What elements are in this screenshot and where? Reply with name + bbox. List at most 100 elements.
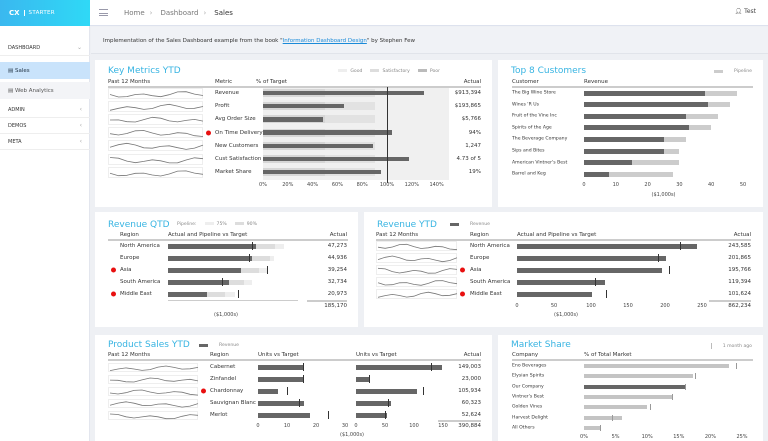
sparkline-path xyxy=(109,90,204,97)
sidebar-item-web-analytics[interactable]: ▤ Web Analytics xyxy=(0,82,90,99)
axis-tick-label: 100 xyxy=(586,303,596,309)
metric-actual: 19% xyxy=(468,169,481,176)
target-marker xyxy=(251,242,253,250)
sidebar-item-sales[interactable]: ▤ Sales xyxy=(0,62,90,79)
target-marker xyxy=(735,363,737,369)
sidebar-item-label: Sales xyxy=(14,67,30,74)
actual-value: 20,973 xyxy=(327,291,347,297)
sparkline-path xyxy=(109,365,199,371)
legend-label: 1 month ago xyxy=(722,343,752,349)
region-label: North America xyxy=(470,243,510,249)
customer-label: Spirits of the Age xyxy=(512,125,552,131)
target-marker xyxy=(387,87,388,183)
customer-label: The Big Wine Store xyxy=(512,90,556,96)
column-header: % of Total Market xyxy=(584,352,632,358)
legend-swatch xyxy=(370,69,380,72)
chevron-left-icon: ‹ xyxy=(79,122,82,129)
sidebar-group-meta[interactable]: META ‹ xyxy=(0,134,90,150)
panel-title: Product Sales YTD xyxy=(108,340,190,350)
product-label: Cabernet xyxy=(210,364,236,370)
sidebar-group-label: ADMIN xyxy=(8,106,25,113)
logo[interactable]: CX STARTER xyxy=(0,0,90,26)
legend-item: Satisfactory xyxy=(370,69,410,74)
user-menu[interactable]: 👤︎ Test xyxy=(735,8,756,15)
target-marker xyxy=(431,363,433,371)
sparkline-path xyxy=(377,280,458,286)
actual-value: 105,934 xyxy=(458,388,481,394)
sidebar-group-admin[interactable]: ADMIN ‹ xyxy=(0,102,90,118)
actual-value: 47,273 xyxy=(327,243,347,249)
revenue-bar xyxy=(356,364,443,370)
breadcrumb-dashboard[interactable]: Dashboard xyxy=(160,8,199,17)
header-divider xyxy=(108,239,348,241)
hamburger-menu-icon[interactable] xyxy=(99,9,108,16)
target-marker xyxy=(679,242,681,250)
product-label: Merlot xyxy=(210,412,228,418)
sparkline-path xyxy=(109,377,199,382)
axis-tick-label: 200 xyxy=(660,303,670,309)
target-marker xyxy=(266,266,268,274)
legend-swatch xyxy=(234,222,244,225)
column-header: Past 12 Months xyxy=(376,232,419,238)
metric-actual: 94% xyxy=(468,129,481,136)
customer-label: Fruit of the Vine Inc xyxy=(512,113,557,119)
panel-title: Market Share xyxy=(511,340,571,350)
metric-bar xyxy=(263,169,381,175)
product-label: Zinfandel xyxy=(210,376,236,382)
sparkline xyxy=(108,386,199,396)
axis-tick-label: 10 xyxy=(612,182,619,188)
pipeline-bar xyxy=(584,160,680,166)
axis-tick-label: 10 xyxy=(283,423,291,429)
breadcrumb-home[interactable]: Home xyxy=(124,8,145,17)
revenue-bar xyxy=(517,243,698,249)
share-bar xyxy=(584,415,622,420)
metric-label: Revenue xyxy=(215,90,239,96)
column-header: Region xyxy=(120,232,139,238)
legend-label: Good xyxy=(350,69,363,74)
revenue-ytd-panel: Revenue YTD Revenue Past 12 Months Region Ac… xyxy=(364,212,763,327)
metric-bar xyxy=(263,117,323,122)
sparkline-path xyxy=(109,130,204,137)
target-marker xyxy=(287,387,288,395)
sparkline-path xyxy=(109,400,199,408)
total-value: 390,884 xyxy=(458,423,481,429)
revenue-bar xyxy=(584,171,610,177)
legend-swatch xyxy=(450,223,459,226)
column-header: Units vs Target xyxy=(258,352,299,358)
legend: Revenue xyxy=(450,222,490,227)
metric-bar xyxy=(263,130,392,135)
revenue-bar xyxy=(584,90,705,96)
axis-tick-label: 100 xyxy=(409,423,419,429)
metric-actual: $193,865 xyxy=(454,103,481,110)
total-divider xyxy=(438,420,481,422)
axis-tick-label: 25% xyxy=(736,434,748,440)
sparkline xyxy=(108,166,204,178)
chevron-right-icon: › xyxy=(203,8,207,17)
sidebar-group-demos[interactable]: DEMOS ‹ xyxy=(0,118,90,134)
sidebar-section-dashboard[interactable]: DASHBOARD ⌄ xyxy=(0,40,90,56)
book-link[interactable]: Information Dashboard Design xyxy=(282,38,367,44)
sparkline xyxy=(376,277,458,287)
target-marker xyxy=(385,411,386,419)
axis-tick-label: 150 xyxy=(438,423,448,429)
chevron-down-icon: ⌄ xyxy=(76,44,82,51)
target-marker xyxy=(657,254,659,262)
customer-label: Sips and Bites xyxy=(512,148,545,154)
axis-tick-label: 30 xyxy=(341,423,349,429)
column-header: Actual and Pipeline vs Target xyxy=(168,232,248,238)
header-divider xyxy=(108,86,481,88)
revenue-bar xyxy=(517,255,667,261)
alert-indicator xyxy=(201,388,206,394)
share-bar xyxy=(584,384,686,389)
legend-label: 75% xyxy=(216,222,227,227)
actual-value: 44,936 xyxy=(327,255,347,261)
metric-label: New Customers xyxy=(215,142,259,149)
units-bar xyxy=(258,400,305,406)
target-marker xyxy=(302,375,304,383)
column-header: Region xyxy=(210,352,229,358)
revenue-bar xyxy=(356,388,418,394)
panel-title: Key Metrics YTD xyxy=(108,66,181,76)
sparkline xyxy=(108,410,199,420)
sparkline xyxy=(376,241,458,251)
sparkline-path xyxy=(377,267,458,274)
